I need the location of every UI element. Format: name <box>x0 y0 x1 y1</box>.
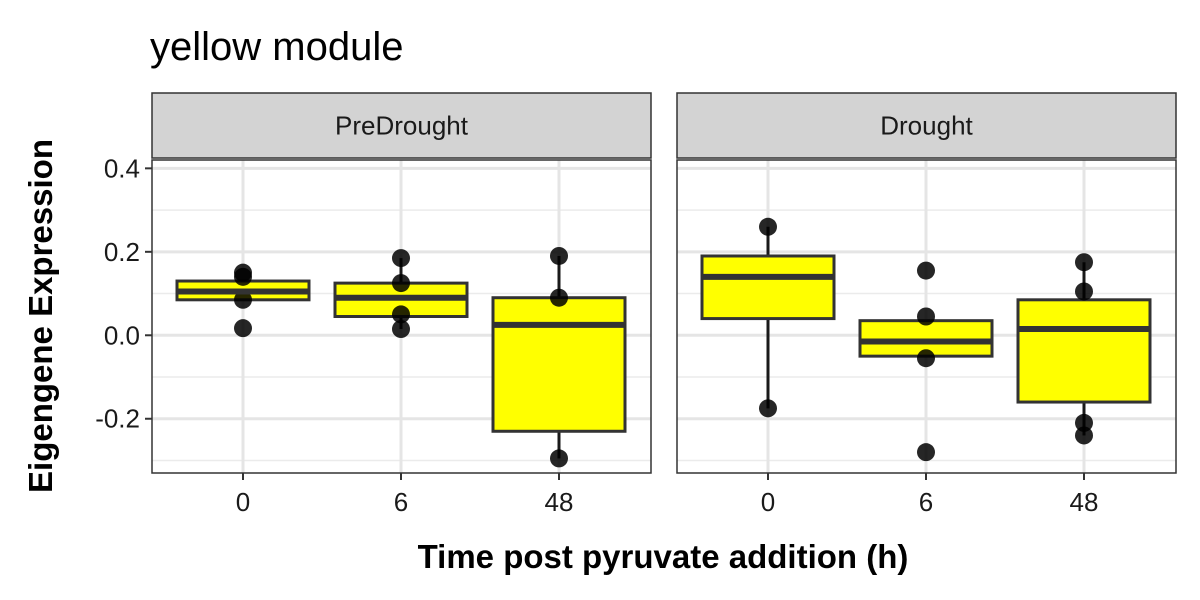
y-tick-label: 0.0 <box>104 320 140 350</box>
y-tick-label: -0.2 <box>95 404 140 434</box>
facet-panel-drought: Drought 0 6 48 <box>676 92 1177 517</box>
data-point <box>392 274 410 293</box>
y-tick-label: 0.2 <box>104 237 140 267</box>
box-body <box>700 254 836 321</box>
data-point <box>1075 426 1093 445</box>
box-drought-48 <box>1016 253 1152 445</box>
data-point <box>917 443 935 462</box>
data-point <box>759 217 777 236</box>
box-body <box>491 296 627 433</box>
x-tick-label: 48 <box>545 487 574 517</box>
facet-strip <box>151 92 652 159</box>
x-tick-label: 0 <box>236 487 250 517</box>
facet-strip-label: PreDrought <box>335 111 469 141</box>
x-tick-label: 48 <box>1070 487 1099 517</box>
x-tick-label: 6 <box>919 487 933 517</box>
data-point <box>234 319 252 338</box>
data-point <box>550 246 568 265</box>
data-point <box>392 305 410 324</box>
data-point <box>550 449 568 468</box>
chart-title: yellow module <box>150 25 403 69</box>
facet-strip-label: Drought <box>880 111 973 141</box>
y-axis: 0.4 0.2 0.0 -0.2 <box>95 153 152 434</box>
facet-strip <box>676 92 1177 159</box>
data-point <box>550 288 568 307</box>
y-axis-title: Eigengene Expression <box>22 139 59 493</box>
facet-panels: PreDrought 0 6 48 Drought 0 6 48 <box>151 92 1177 517</box>
data-point <box>234 290 252 309</box>
box-drought-0 <box>700 217 836 418</box>
y-tick-label: 0.4 <box>104 153 140 183</box>
facet-panel-predrought: PreDrought 0 6 48 <box>151 92 652 517</box>
box-predrought-6 <box>333 249 469 339</box>
data-point <box>917 349 935 368</box>
data-point <box>1075 413 1093 432</box>
box-drought-6 <box>858 261 994 462</box>
data-point <box>917 307 935 326</box>
x-axis-title: Time post pyruvate addition (h) <box>418 538 909 575</box>
data-point <box>392 320 410 339</box>
data-point <box>392 249 410 268</box>
data-point <box>759 399 777 418</box>
data-point <box>234 267 252 286</box>
x-tick-label: 6 <box>394 487 408 517</box>
data-point <box>917 261 935 280</box>
box-body <box>1016 298 1152 404</box>
x-tick-label: 0 <box>761 487 775 517</box>
data-point <box>1075 253 1093 272</box>
box-predrought-48 <box>491 246 627 468</box>
data-point <box>1075 282 1093 301</box>
box-predrought-0 <box>175 263 311 338</box>
